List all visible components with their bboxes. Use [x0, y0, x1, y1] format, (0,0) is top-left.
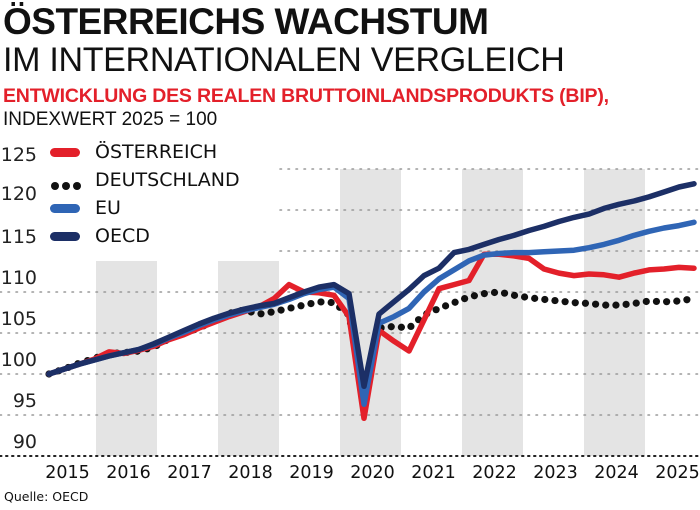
x-tick-label: 2023 [533, 463, 578, 483]
x-tick-label: 2018 [228, 463, 273, 483]
data-point-germany [632, 299, 640, 307]
data-point-germany [317, 298, 325, 306]
chart-subtitle-index: INDEXWERT 2025 = 100 [3, 109, 218, 130]
data-point-germany [652, 297, 661, 306]
data-point-germany [500, 289, 509, 297]
data-point-germany [520, 293, 529, 301]
x-tick-label: 2019 [289, 463, 334, 483]
data-point-germany [297, 302, 305, 310]
year-band-2022 [462, 169, 523, 456]
data-point-germany [612, 301, 620, 309]
data-point-germany [407, 322, 415, 331]
y-tick-label: 125 [1, 144, 37, 166]
data-point-germany [622, 300, 630, 308]
data-point-germany [267, 308, 275, 316]
data-point-germany [541, 295, 549, 304]
year-bands [96, 169, 645, 456]
data-point-germany [387, 323, 395, 331]
x-tick-label: 2021 [411, 463, 456, 483]
data-point-germany [673, 297, 681, 305]
x-tick-label: 2022 [472, 463, 517, 483]
data-point-germany [490, 288, 499, 297]
data-point-germany [571, 299, 579, 307]
year-band-2018 [218, 261, 279, 456]
data-point-germany [561, 298, 569, 306]
data-point-germany [591, 300, 600, 308]
data-point-germany [287, 304, 295, 312]
data-point-germany [480, 290, 488, 298]
red-line-swatch-icon [50, 148, 80, 157]
chart-title-secondary: IM INTERNATIONALEN VERGLEICH [3, 41, 565, 79]
y-tick-label: 95 [13, 390, 37, 412]
source-note: Quelle: OECD [4, 489, 89, 504]
x-tick-label: 2015 [45, 463, 90, 483]
y-axis-tick-labels: 90 95 100 105 110 115 120 125 [1, 144, 37, 453]
x-tick-label: 2024 [594, 463, 639, 483]
x-axis-tick-labels: 2015 2016 2017 2018 2019 2020 2021 2022 2023 2024… [45, 463, 700, 483]
x-tick-label: 2017 [167, 463, 212, 483]
black-dots-swatch-icon [51, 175, 85, 190]
gridlines [0, 168, 700, 457]
data-point-germany [602, 301, 610, 309]
data-point-germany [441, 302, 450, 310]
x-tick-label: 2016 [106, 463, 151, 483]
data-point-germany [432, 306, 440, 314]
year-band-2024 [584, 169, 645, 456]
legend-label: ÖSTERREICH [95, 141, 218, 163]
data-point-germany [257, 310, 265, 318]
series-lines [45, 181, 697, 422]
x-tick-label: 2025 [655, 463, 700, 483]
legend-item-eu: EU [50, 195, 310, 221]
chart-title: ÖSTERREICHS WACHSTUM [3, 1, 489, 42]
navy-line-swatch-icon [50, 232, 80, 241]
y-tick-label: 100 [1, 349, 37, 371]
legend-item-austria: ÖSTERREICH [50, 139, 310, 165]
y-tick-label: 105 [1, 308, 37, 330]
legend-item-oecd: OECD [50, 223, 310, 249]
data-point-germany [307, 299, 315, 308]
legend-label: OECD [95, 225, 150, 247]
data-point-germany [581, 299, 590, 307]
legend-item-germany: DEUTSCHLAND [50, 167, 310, 193]
legend-label: EU [95, 197, 121, 219]
data-point-germany [551, 296, 559, 305]
data-point-germany [277, 306, 285, 314]
data-point-germany [451, 298, 459, 306]
blue-line-swatch-icon [50, 204, 80, 213]
data-point-germany [642, 297, 650, 306]
data-point-germany [470, 292, 478, 300]
data-point-germany [397, 323, 405, 331]
data-point-germany [663, 298, 671, 306]
y-tick-label: 115 [1, 226, 37, 248]
y-tick-label: 120 [1, 183, 37, 205]
series-line-oecd [46, 181, 697, 390]
chart-subtitle: ENTWICKLUNG DES REALEN BRUTTOINLANDSPROD… [3, 85, 609, 107]
data-point-germany [510, 291, 519, 299]
data-point-germany [327, 298, 335, 307]
data-point-germany [683, 296, 691, 304]
data-point-germany [531, 294, 539, 302]
x-tick-label: 2020 [350, 463, 395, 483]
legend-label: DEUTSCHLAND [95, 169, 240, 191]
y-tick-label: 110 [1, 267, 37, 289]
y-tick-label: 90 [13, 431, 37, 453]
data-point-germany [461, 294, 469, 303]
